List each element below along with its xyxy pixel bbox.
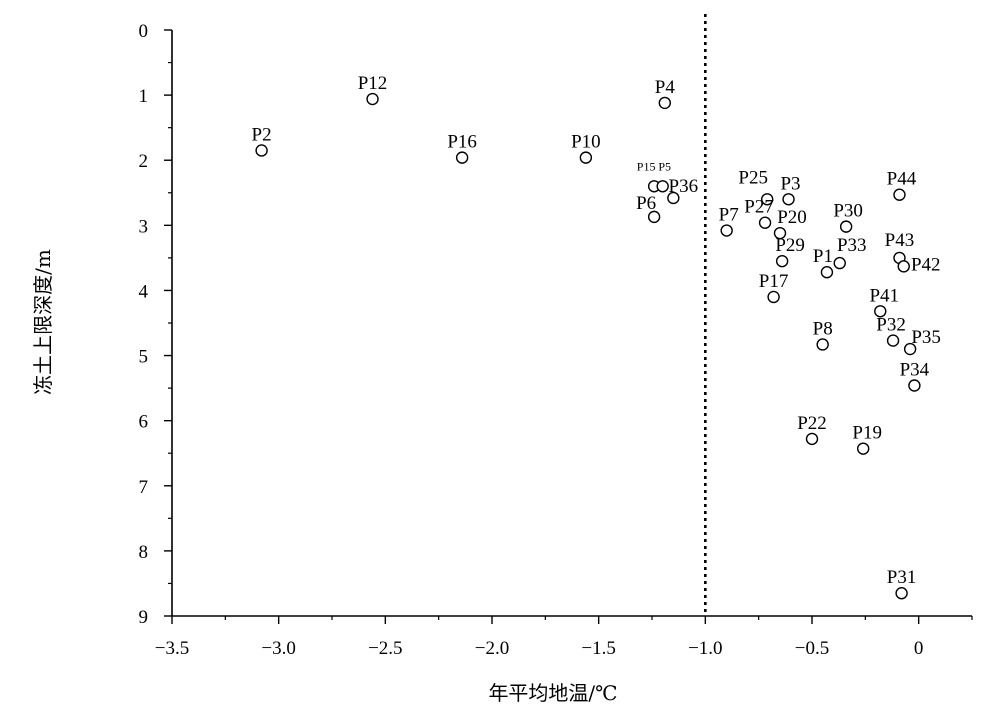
- data-point: [839, 220, 853, 233]
- point-label: P30: [833, 201, 863, 222]
- data-point: [857, 442, 870, 455]
- point-label: P6: [636, 193, 656, 214]
- y-tick-label: 8: [139, 542, 149, 563]
- point-label: P34: [900, 360, 930, 381]
- data-point: [647, 210, 661, 224]
- data-point: [805, 432, 819, 446]
- point-label: P15: [637, 159, 656, 173]
- y-tick-label: 9: [139, 607, 149, 628]
- data-point: [720, 224, 733, 237]
- point-label: P1: [813, 246, 833, 267]
- data-point: [895, 587, 908, 600]
- axes: 0 1 2 3 4 5 6 7 8 9 −3.5 −3.0 −2.5 −2.0 −1.5 −1.0 −0.5 0: [139, 21, 973, 659]
- point-label: P36: [669, 176, 699, 197]
- y-tick-label: 4: [139, 281, 149, 302]
- point-label: P7: [719, 205, 739, 226]
- x-tick-label: 0: [914, 638, 924, 659]
- x-tick-label: −1.0: [688, 638, 722, 659]
- data-point: [761, 193, 774, 206]
- point-label: P4: [655, 77, 676, 98]
- point-label: P20: [777, 207, 807, 228]
- data-point: [366, 92, 379, 106]
- data-point: [893, 188, 906, 201]
- data-point: [767, 290, 780, 304]
- point-label: P43: [885, 230, 915, 251]
- point-label: P3: [780, 173, 800, 194]
- point-label: P29: [775, 235, 805, 256]
- data-point: [579, 151, 593, 164]
- point-label: P8: [813, 318, 833, 339]
- data-point: [455, 151, 469, 164]
- point-label: P17: [759, 271, 789, 292]
- data-point: [775, 254, 789, 268]
- data-point: [255, 144, 268, 157]
- point-label: P5: [658, 159, 671, 173]
- data-points: P2 P12 P16 P10 P4 P15 P5 P36 P6 P7 P25 P3 P27 P20 P29 P…: [252, 73, 941, 600]
- point-label: P32: [876, 315, 906, 336]
- x-tick-label: −2.0: [475, 638, 509, 659]
- x-tick-label: −2.5: [368, 638, 402, 659]
- data-point: [758, 216, 772, 229]
- data-point: [820, 266, 834, 279]
- point-label: P22: [797, 413, 827, 434]
- data-point: [874, 305, 887, 318]
- point-label: P27: [744, 197, 774, 218]
- data-point: [833, 256, 846, 270]
- point-label: P25: [738, 167, 768, 188]
- data-point: [886, 334, 900, 347]
- data-point: [897, 260, 910, 273]
- y-axis-title: 冻土上限深度/m: [31, 249, 55, 395]
- data-point: [782, 193, 795, 206]
- y-tick-label: 3: [139, 216, 149, 237]
- x-tick-label: −3.5: [155, 638, 189, 659]
- data-point: [816, 338, 829, 351]
- point-label: P35: [911, 327, 941, 348]
- point-label: P44: [887, 169, 917, 190]
- point-label: P10: [571, 132, 601, 153]
- x-tick-label: −1.5: [581, 638, 615, 659]
- x-tick-label: −3.0: [261, 638, 295, 659]
- point-label: P12: [358, 73, 388, 94]
- data-point: [908, 379, 921, 392]
- y-tick-label: 6: [139, 412, 149, 433]
- data-point: [658, 96, 671, 110]
- data-point: [773, 226, 787, 240]
- point-label: P16: [447, 132, 477, 153]
- data-point: [903, 342, 917, 356]
- point-label: P31: [887, 567, 917, 588]
- x-axis-title: 年平均地温/℃: [488, 681, 617, 705]
- point-label: P19: [852, 423, 882, 444]
- y-tick-label: 1: [139, 86, 149, 107]
- point-label: P41: [869, 285, 899, 306]
- data-point: [667, 191, 680, 205]
- point-label: P42: [911, 254, 941, 275]
- y-tick-label: 5: [139, 347, 149, 368]
- x-tick-label: −0.5: [795, 638, 829, 659]
- point-label: P2: [252, 124, 272, 145]
- y-tick-label: 2: [139, 151, 149, 172]
- y-tick-label: 7: [139, 477, 149, 498]
- data-point: [656, 180, 669, 193]
- y-tick-label: 0: [139, 21, 149, 42]
- point-label: P33: [837, 235, 867, 256]
